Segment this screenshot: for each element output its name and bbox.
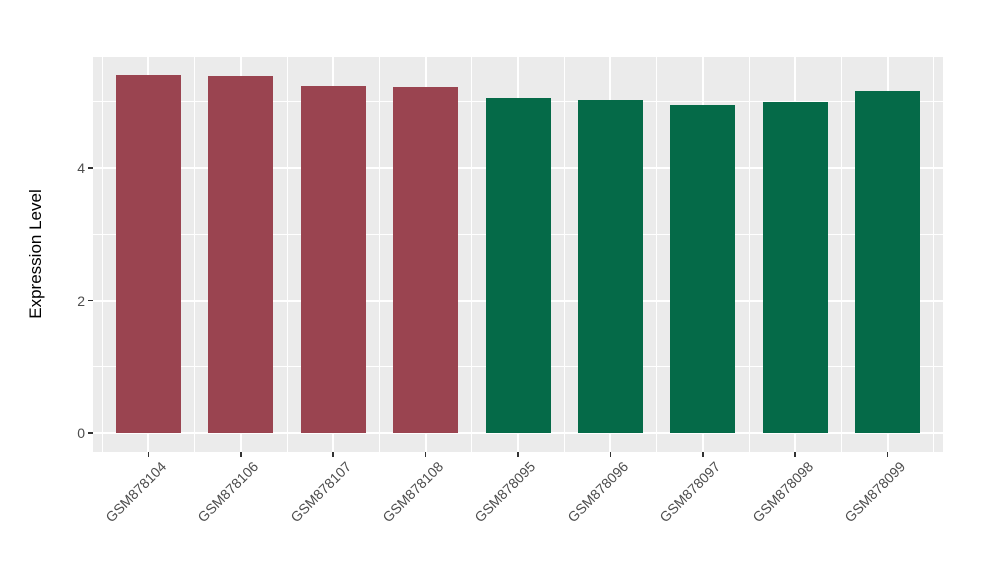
x-gridline-minor <box>840 57 842 452</box>
x-gridline-minor <box>933 57 935 452</box>
x-gridline-minor <box>286 57 288 452</box>
x-gridline-minor <box>563 57 565 452</box>
y-axis-tick <box>88 167 93 169</box>
x-tick-label: GSM878107 <box>286 458 354 526</box>
bar-GSM878096 <box>577 99 643 433</box>
bar-GSM878095 <box>485 97 551 433</box>
bar-GSM878104 <box>115 75 181 433</box>
x-gridline-minor <box>748 57 750 452</box>
x-tick-label: GSM878098 <box>748 458 816 526</box>
x-axis-tick <box>886 452 889 457</box>
plot-panel <box>93 57 943 452</box>
x-gridline-minor <box>471 57 473 452</box>
x-tick-label: GSM878096 <box>564 458 632 526</box>
y-axis-tick <box>88 432 93 434</box>
x-axis-tick <box>332 452 334 457</box>
x-axis-tick <box>240 452 242 457</box>
x-tick-label: GSM878108 <box>379 458 447 526</box>
bar-GSM878099 <box>855 91 921 433</box>
x-gridline-minor <box>194 57 196 452</box>
x-gridline-minor <box>656 57 658 452</box>
x-tick-label: GSM878104 <box>102 458 170 526</box>
x-tick-label: GSM878106 <box>194 458 262 526</box>
x-tick-label: GSM878097 <box>656 458 724 526</box>
bar-GSM878106 <box>208 75 274 433</box>
x-axis-tick <box>794 452 796 457</box>
x-axis-tick <box>424 452 427 457</box>
x-axis-tick <box>517 452 519 457</box>
bar-GSM878108 <box>393 87 459 433</box>
bar-GSM878097 <box>670 105 736 433</box>
x-axis-tick <box>147 452 150 457</box>
x-axis-tick <box>702 452 704 457</box>
x-tick-label: GSM878099 <box>841 458 909 526</box>
y-tick-label: 0 <box>77 425 85 441</box>
y-tick-label: 4 <box>77 160 85 176</box>
x-axis-tick <box>609 452 612 457</box>
y-tick-label: 2 <box>77 292 85 309</box>
y-axis-tick <box>88 299 93 302</box>
bar-GSM878098 <box>762 102 828 433</box>
x-gridline-minor <box>378 57 380 452</box>
x-tick-label: GSM878095 <box>471 458 539 526</box>
bar-GSM878107 <box>300 85 366 433</box>
x-gridline-minor <box>101 57 103 452</box>
